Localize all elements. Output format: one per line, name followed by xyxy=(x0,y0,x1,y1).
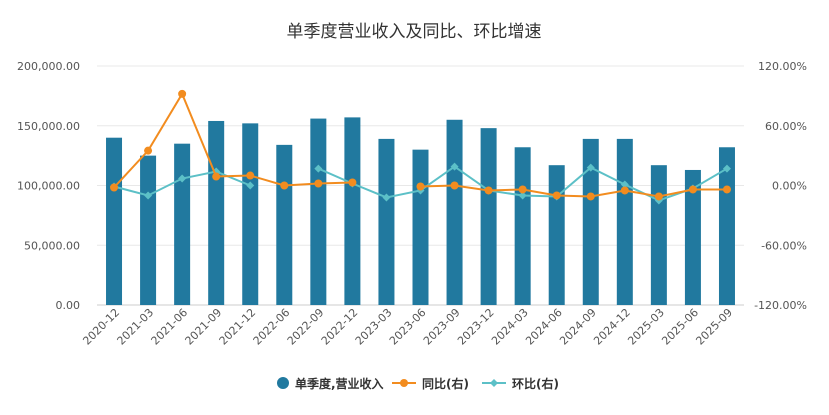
bar xyxy=(242,123,259,305)
x-tick-label: 2024-09 xyxy=(557,306,599,348)
data-point xyxy=(722,185,731,194)
legend-label: 环比(右) xyxy=(512,376,559,391)
chart-title: 单季度营业收入及同比、环比增速 xyxy=(287,22,542,42)
x-tick-label: 2025-09 xyxy=(693,306,735,348)
data-point xyxy=(518,191,527,200)
legend-item[interactable]: 环比(右) xyxy=(482,376,559,391)
data-point xyxy=(586,192,595,201)
data-point xyxy=(178,174,187,183)
data-point xyxy=(654,192,663,201)
right-axis-ticks: -120.00% -60.00% 0.00% 60.00% 120.00% xyxy=(754,60,807,312)
left-axis-ticks: 0.00 50,000.00 100,000.00 150,000.00 200,000… xyxy=(17,60,80,312)
bar xyxy=(616,138,633,305)
x-tick-label: 2021-09 xyxy=(183,306,225,348)
bar-series xyxy=(106,117,735,306)
bar xyxy=(378,138,395,305)
x-tick-label: 2022-12 xyxy=(319,306,361,348)
bar xyxy=(106,137,123,305)
bar xyxy=(140,155,157,305)
legend-marker xyxy=(490,379,498,387)
data-point xyxy=(178,89,187,98)
x-tick-label: 2025-06 xyxy=(659,306,701,348)
right-tick-label: 120.00% xyxy=(758,60,807,73)
x-tick-label: 2021-06 xyxy=(149,306,191,348)
x-tick-label: 2021-03 xyxy=(115,306,157,348)
x-tick-label: 2023-09 xyxy=(421,306,463,348)
right-tick-label: -120.00% xyxy=(754,299,807,312)
x-tick-label: 2023-12 xyxy=(455,306,497,348)
legend[interactable]: 单季度,营业收入 同比(右) 环比(右) xyxy=(277,376,559,391)
x-tick-label: 2020-12 xyxy=(80,306,122,348)
data-point xyxy=(212,172,221,181)
x-tick-label: 2021-12 xyxy=(217,306,259,348)
data-point xyxy=(586,163,595,172)
data-point xyxy=(280,181,289,190)
data-point xyxy=(518,185,527,194)
x-tick-label: 2022-06 xyxy=(251,306,293,348)
data-point xyxy=(450,181,459,190)
x-tick-label: 2022-09 xyxy=(285,306,327,348)
legend-marker xyxy=(400,379,408,387)
data-point xyxy=(348,178,357,187)
data-point xyxy=(144,146,153,155)
series-line xyxy=(420,184,727,198)
line-series xyxy=(110,89,731,205)
left-tick-label: 100,000.00 xyxy=(17,180,80,193)
line-series-tongbi xyxy=(110,89,731,201)
data-point xyxy=(552,191,561,200)
bar xyxy=(446,119,463,306)
x-tick-label: 2023-06 xyxy=(387,306,429,348)
x-tick-label: 2025-03 xyxy=(625,306,667,348)
data-point xyxy=(450,162,459,171)
legend-label: 单季度,营业收入 xyxy=(295,376,384,391)
data-point xyxy=(144,191,153,200)
data-point xyxy=(382,193,391,202)
bar xyxy=(412,149,429,305)
legend-marker xyxy=(277,377,289,389)
bar xyxy=(174,143,191,305)
x-axis-ticks: 2020-122021-032021-062021-092021-122022-… xyxy=(80,306,735,348)
x-tick-label: 2023-03 xyxy=(353,306,395,348)
x-tick-label: 2024-12 xyxy=(591,306,633,348)
left-tick-label: 50,000.00 xyxy=(24,239,80,252)
bar xyxy=(582,138,599,305)
bar xyxy=(344,117,361,305)
data-point xyxy=(246,171,255,180)
data-point xyxy=(688,185,697,194)
bar xyxy=(208,120,225,305)
bar xyxy=(684,169,701,305)
data-point xyxy=(246,181,255,190)
left-tick-label: 0.00 xyxy=(56,299,81,312)
data-point xyxy=(314,179,323,188)
bar xyxy=(514,147,531,305)
bar xyxy=(718,147,735,305)
data-point xyxy=(314,164,323,173)
data-point xyxy=(620,180,629,189)
bar xyxy=(650,165,667,305)
legend-label: 同比(右) xyxy=(422,376,469,391)
x-tick-label: 2024-06 xyxy=(523,306,565,348)
left-tick-label: 150,000.00 xyxy=(17,120,80,133)
bar xyxy=(548,165,565,305)
data-point xyxy=(484,186,493,195)
right-tick-label: 60.00% xyxy=(765,120,807,133)
bar xyxy=(480,128,497,305)
right-tick-label: -60.00% xyxy=(761,239,807,252)
data-point xyxy=(620,186,629,195)
bar xyxy=(276,144,293,305)
legend-item[interactable]: 单季度,营业收入 xyxy=(277,376,384,391)
data-point xyxy=(110,183,119,192)
series-line xyxy=(113,91,353,189)
right-tick-label: 0.00% xyxy=(772,180,807,193)
x-tick-label: 2024-03 xyxy=(489,306,531,348)
left-tick-label: 200,000.00 xyxy=(17,60,80,73)
data-point xyxy=(722,164,731,173)
bar xyxy=(310,118,327,305)
legend-item[interactable]: 同比(右) xyxy=(392,376,469,391)
data-point xyxy=(416,182,425,191)
